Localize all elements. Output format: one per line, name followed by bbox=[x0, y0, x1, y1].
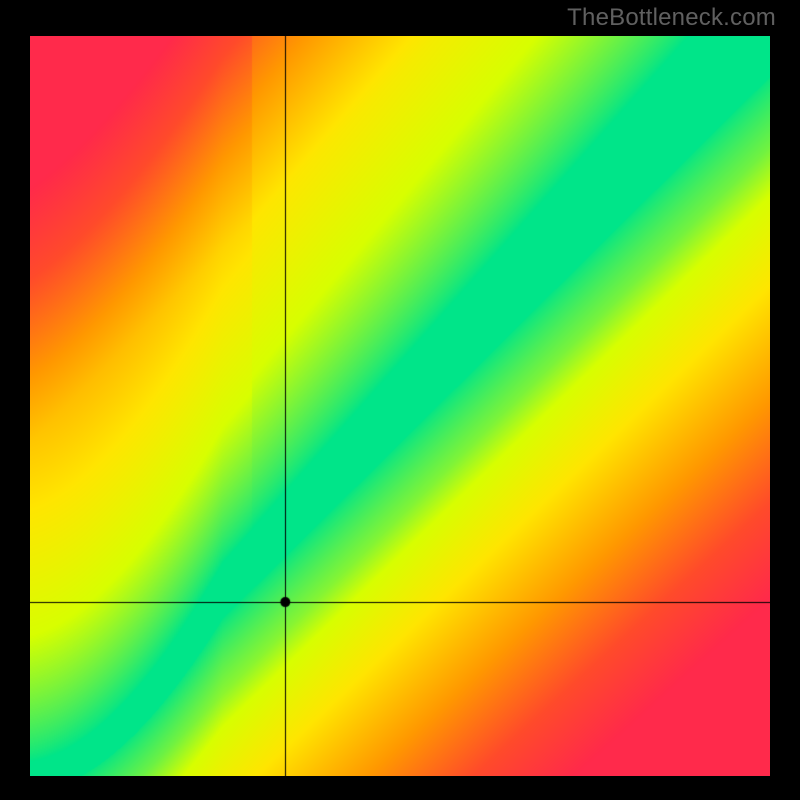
bottleneck-heatmap bbox=[30, 36, 770, 776]
watermark-text: TheBottleneck.com bbox=[567, 4, 776, 32]
chart-root: TheBottleneck.com bbox=[0, 0, 800, 800]
